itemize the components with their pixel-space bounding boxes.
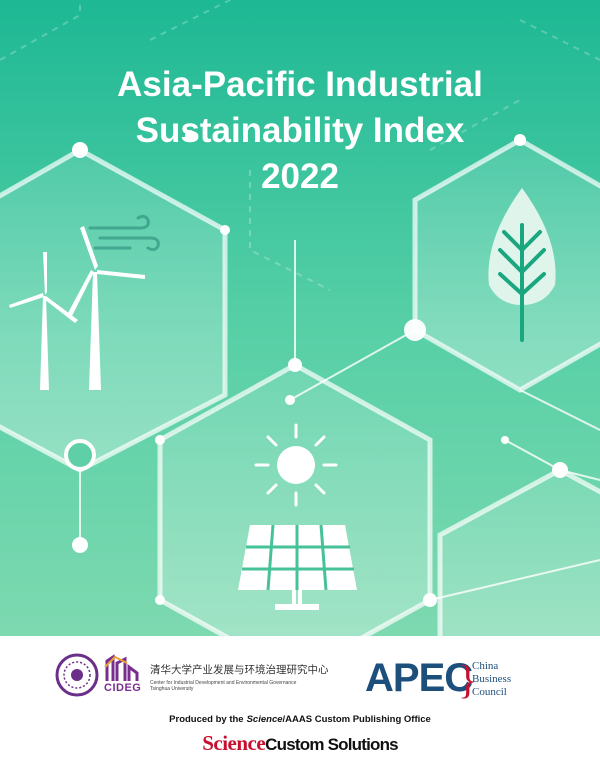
credit-line: Produced by the Science/AAAS Custom Publi… [0,714,600,725]
cover-title: Asia-Pacific Industrial Sustainability I… [0,62,600,200]
credit-suffix: /AAAS Custom Publishing Office [282,714,431,725]
credit-prefix: Produced by the [169,714,244,725]
cideg-name: CIDEG [104,682,142,694]
council-line: China [472,660,499,672]
apec-council: China Business Council [472,660,511,699]
cideg-chinese: 清华大学产业发展与环境治理研究中心 [150,664,329,676]
credit-italic: Science [246,714,283,725]
cover-art [0,0,600,636]
apec-name: APEC [365,656,473,700]
brand-science: Science [202,731,266,755]
brand: ScienceCustom Solutions [0,731,600,756]
apec-brace: } [458,657,478,702]
title-line: 2022 [261,157,339,196]
council-line: Business [472,673,512,685]
cideg-english-line: Center for Industrial Development and En… [150,680,297,686]
cideg-english-line: Tsinghua University [150,686,194,692]
logos [55,653,139,697]
title-line: Sustainability Index [135,111,465,150]
brand-custom: Custom Solutions [265,735,398,754]
title-line: Asia-Pacific Industrial [117,65,483,104]
cideg-english: Center for Industrial Development and En… [150,680,296,692]
council-line: Council [472,686,507,698]
